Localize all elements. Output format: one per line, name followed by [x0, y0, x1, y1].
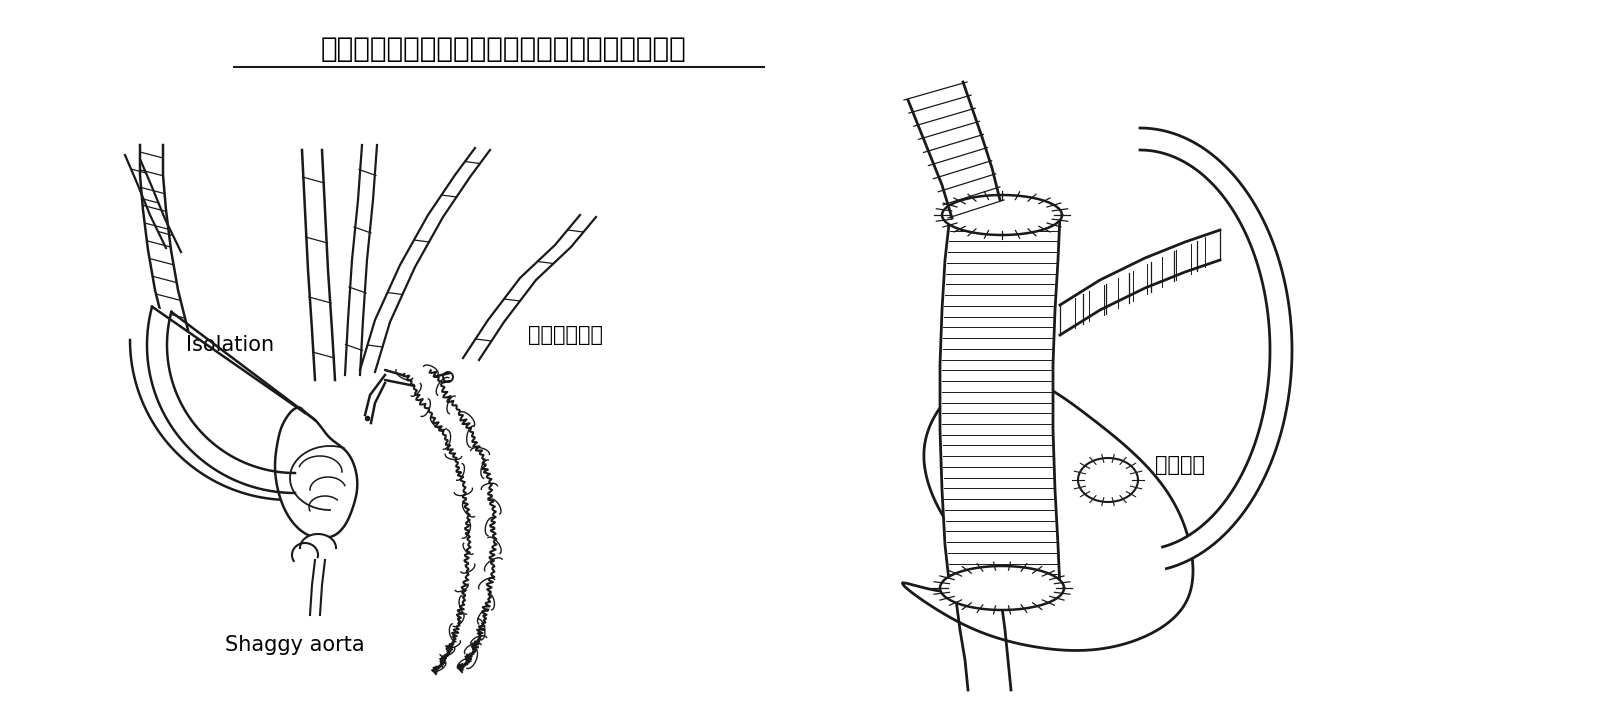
- Polygon shape: [301, 534, 336, 548]
- Text: Isolation: Isolation: [186, 335, 274, 355]
- Text: 弓部大動脈瘤: 弓部大動脈瘤: [528, 325, 603, 345]
- Polygon shape: [942, 195, 1062, 235]
- Polygon shape: [293, 543, 318, 561]
- Polygon shape: [275, 407, 357, 538]
- Polygon shape: [1078, 458, 1138, 502]
- Text: Shaggy aorta: Shaggy aorta: [226, 635, 365, 655]
- Text: 人工血管: 人工血管: [1155, 455, 1205, 475]
- Polygon shape: [403, 371, 496, 674]
- Polygon shape: [902, 373, 1194, 650]
- Polygon shape: [941, 215, 1059, 590]
- Polygon shape: [1139, 128, 1291, 569]
- Polygon shape: [147, 306, 294, 493]
- Polygon shape: [1059, 230, 1221, 335]
- Text: 高度粥腫病変を有する弓部大動脈瘤に対する手術: 高度粥腫病変を有する弓部大動脈瘤に対する手術: [322, 35, 686, 63]
- Polygon shape: [941, 566, 1064, 610]
